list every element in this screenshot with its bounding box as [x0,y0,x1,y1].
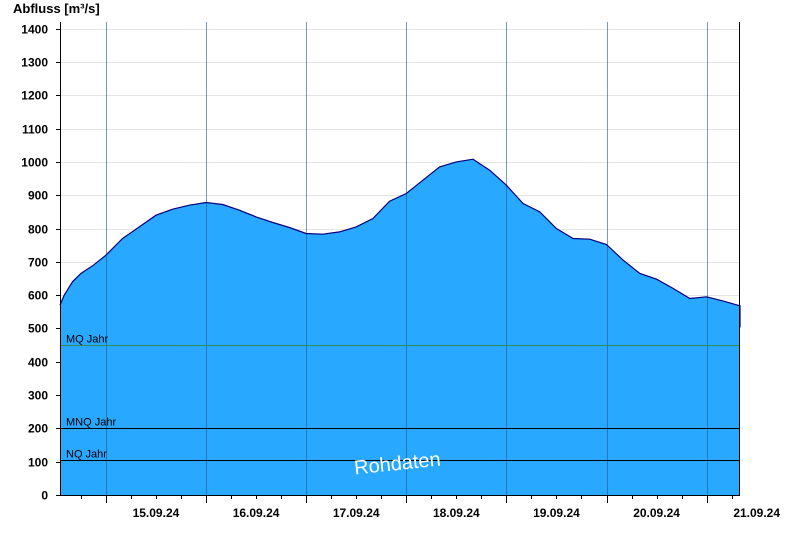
y-tick-label: 500 [28,322,48,336]
y-tick-label: 600 [28,289,48,303]
day-divider-lines [106,22,708,495]
discharge-line [59,158,741,328]
y-tick-label: 1100 [22,123,48,137]
y-tick-label: 0 [41,489,48,503]
x-tick-label: 15.09.24 [133,506,180,520]
reference-lines: MQ Jahr MNQ Jahr NQ Jahr [60,334,740,461]
y-axis-title: Abfluss [m³/s] [13,1,100,16]
x-tick-label: 20.09.24 [633,506,680,520]
y-tick-label: 1300 [21,56,48,70]
y-tick-label: 700 [28,256,48,270]
axes: 0 100 200 300 400 500 600 700 800 900 1000 1100 1200… [21,22,780,520]
reference-line-label: MQ Jahr [66,334,109,346]
y-tick-label: 900 [28,189,48,203]
y-tick-label: 100 [28,456,48,470]
y-tick-label: 200 [28,422,48,436]
y-tick-label: 400 [28,356,48,370]
x-tick-label: 21.09.24 [733,506,780,520]
y-tick-label: 800 [28,223,48,237]
discharge-area [60,159,740,495]
y-tick-label: 1200 [21,89,48,103]
y-tick-label: 1400 [21,23,48,37]
reference-line-label: MNQ Jahr [66,417,116,429]
x-tick-label: 17.09.24 [333,506,380,520]
reference-line-label: NQ Jahr [66,449,107,461]
y-tick-label: 1000 [21,156,48,170]
x-tick-label: 18.09.24 [433,506,480,520]
x-tick-label: 19.09.24 [533,506,580,520]
y-tick-label: 300 [28,389,48,403]
x-tick-label: 16.09.24 [233,506,280,520]
